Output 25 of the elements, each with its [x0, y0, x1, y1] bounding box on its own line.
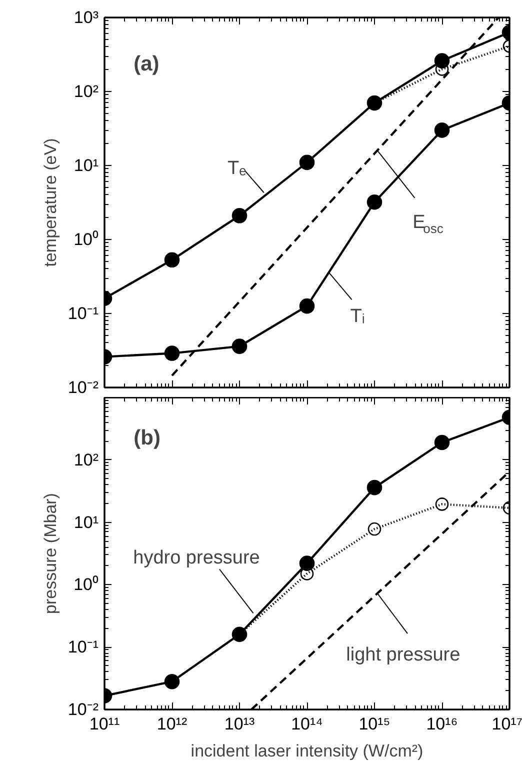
- annotation: light pressure: [346, 644, 460, 666]
- annotation: Tₑ: [227, 158, 246, 180]
- y-tick-label: 10⁻²: [68, 378, 99, 397]
- x-tick-label: 10¹⁷: [492, 714, 522, 734]
- y-tick-label: 10²: [74, 82, 99, 101]
- x-tick-label: 10¹⁴: [291, 714, 323, 734]
- y-tick-label: 10¹: [74, 512, 99, 532]
- y-tick-label: 10²: [74, 450, 99, 470]
- y-tick-label: 10⁰: [74, 575, 99, 594]
- annotation: hydro pressure: [133, 548, 260, 569]
- x-tick-label: 10¹⁶: [426, 714, 458, 734]
- y-axis-title: temperature (eV): [40, 138, 60, 267]
- y-tick-label: 10⁻¹: [68, 304, 99, 323]
- y-tick-label: 10⁻¹: [68, 638, 99, 657]
- y-tick-label: 10³: [74, 8, 99, 27]
- x-tick-label: 10¹³: [224, 714, 255, 734]
- annotation: (a): [134, 52, 160, 76]
- annotation: Tᵢ: [350, 306, 365, 327]
- x-tick-label: 10¹²: [156, 714, 188, 734]
- x-tick-label: 10¹⁵: [358, 714, 390, 734]
- y-tick-label: 10⁰: [74, 230, 99, 249]
- y-tick-label: 10¹: [74, 156, 99, 175]
- x-axis-title: incident laser intensity (W/cm²): [190, 742, 424, 760]
- y-axis-title: pressure (Mbar): [40, 493, 60, 614]
- annotation: (b): [134, 426, 160, 450]
